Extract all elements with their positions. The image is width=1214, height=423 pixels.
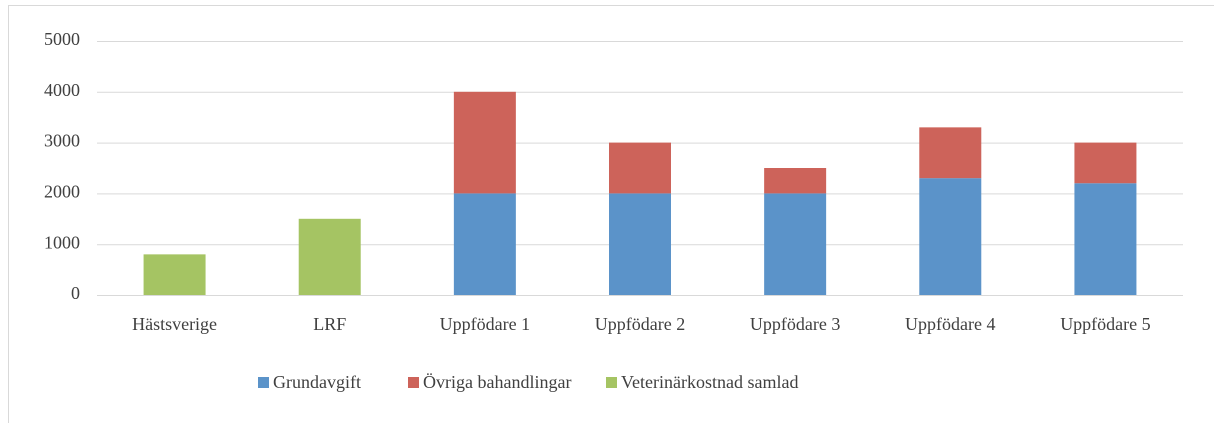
- x-tick-label: Uppfödare 2: [595, 314, 685, 334]
- x-tick-label: Uppfödare 5: [1060, 314, 1150, 334]
- bar-segment: [1074, 183, 1137, 295]
- y-tick-label: 4000: [44, 80, 80, 100]
- y-tick-label: 2000: [44, 182, 80, 202]
- legend-label: Övriga bahandlingar: [423, 372, 571, 392]
- y-tick-label: 3000: [44, 131, 80, 151]
- bar-segment: [143, 254, 206, 295]
- x-tick-label: Uppfödare 3: [750, 314, 840, 334]
- bar-segment: [919, 127, 982, 179]
- y-tick-label: 5000: [44, 29, 80, 49]
- legend-label: Veterinärkostnad samlad: [621, 372, 798, 392]
- bar-segment: [919, 178, 982, 295]
- y-tick-label: 1000: [44, 232, 80, 252]
- legend-label: Grundavgift: [273, 372, 361, 392]
- y-tick-label: 0: [71, 283, 80, 303]
- x-tick-label: Uppfödare 1: [440, 314, 530, 334]
- x-tick-label: LRF: [313, 314, 346, 334]
- legend-swatch: [258, 377, 269, 388]
- bar-segment: [453, 193, 516, 295]
- legend-swatch: [408, 377, 419, 388]
- bar-segment: [453, 91, 516, 194]
- bar-segment: [609, 193, 671, 295]
- legend-swatch: [606, 377, 617, 388]
- bar-segment: [764, 168, 827, 194]
- bar-segment: [298, 218, 361, 295]
- bar-segment: [764, 193, 827, 295]
- bar-segment: [609, 142, 671, 194]
- x-tick-label: Uppfödare 4: [905, 314, 995, 334]
- bar-segment: [1074, 142, 1137, 184]
- x-tick-label: Hästsverige: [132, 314, 217, 334]
